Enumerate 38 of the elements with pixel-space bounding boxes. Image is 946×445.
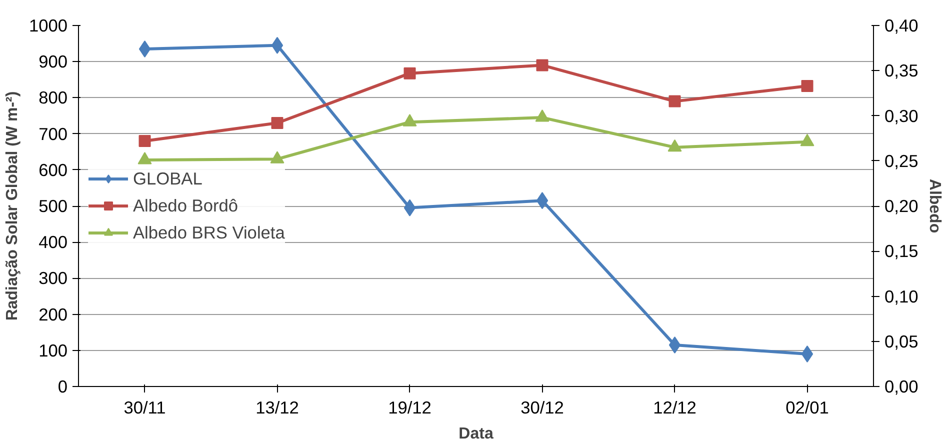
y2-tick-label: 0,25 [884,150,918,171]
y-tick-label: 600 [38,160,68,180]
y2-axis-title: Albedo [926,178,944,234]
y-tick-label: 800 [38,88,68,108]
legend-label: Albedo BRS Violeta [133,222,285,243]
legend-label: GLOBAL [133,168,202,189]
y2-tick-label: 0,30 [884,106,918,126]
y-tick-label: 300 [38,268,68,288]
point [271,36,284,54]
x-tick-label: 30/12 [520,398,564,418]
x-tick-label: 13/12 [256,398,299,418]
y2-tick-label: 0,05 [884,331,918,352]
y-tick-label: 900 [38,52,68,72]
y2-tick-label: 0,00 [884,376,918,396]
point [138,40,151,58]
y-tick-label: 500 [38,196,68,216]
y-tick-label: 0 [58,376,68,396]
x-tick-label: 30/11 [124,398,166,418]
y-axis-title: Radiação Solar Global (W m-²) [4,91,21,321]
x-tick-label: 19/12 [388,398,432,418]
y-tick-label: 700 [38,124,68,144]
point [404,199,416,216]
y-tick-label: 1000 [28,16,68,36]
y-tick-label: 400 [38,232,68,252]
y2-tick-label: 0,35 [884,60,918,81]
point [668,336,681,354]
y-tick-label: 100 [38,340,68,360]
point [536,192,548,210]
y2-tick-label: 0,15 [884,241,918,262]
x-tick-label: 12/12 [653,398,696,418]
y-tick-label: 200 [38,304,68,324]
legend-label: Albedo Bordô [133,195,238,216]
y2-tick-label: 0,10 [884,286,918,306]
x-axis-title: Data [458,426,494,442]
y2-tick-label: 0,40 [884,16,918,36]
x-tick-label: 02/01 [786,398,829,418]
y2-tick-label: 0,20 [884,196,918,216]
point [801,346,814,363]
